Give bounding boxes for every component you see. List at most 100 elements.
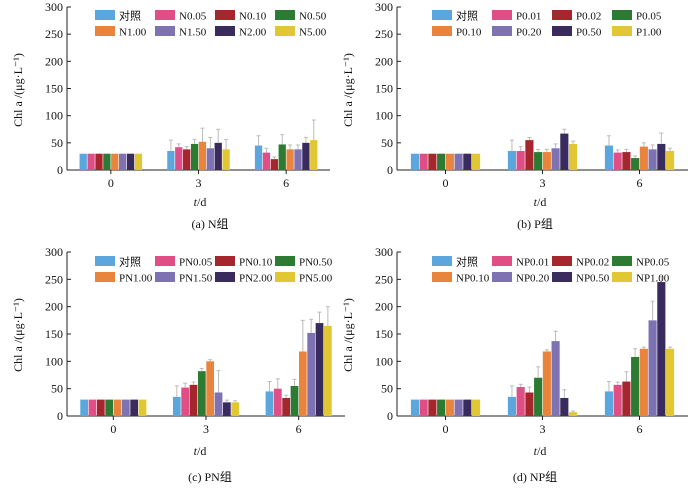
y-tick-label-a-3: 150: [45, 82, 63, 96]
panel-a: 0 50 100 150 200 250 300 0 3 6 对照 N0.05 N0.10 N0.50 N1…: [11, 0, 330, 231]
legend-swatch-c-0: [95, 256, 115, 266]
x-tick-label-b-2: 6: [637, 176, 643, 190]
bar-d-s1-c1: [516, 387, 525, 416]
bar-d-s2-c0: [428, 399, 437, 416]
x-tick-label-a-0: 0: [108, 176, 114, 190]
bar-b-s4-c1: [542, 152, 551, 170]
bar-b-s7-c2: [665, 150, 675, 170]
legend-label-d-5: NP0.20: [516, 273, 550, 285]
bar-c-s5-c1: [214, 392, 223, 416]
legend-label-a-4: N1.00: [119, 27, 147, 39]
x-tick-label-b-1: 3: [540, 176, 546, 190]
bar-c-s2-c2: [282, 397, 291, 416]
legend-label-b-6: P0.50: [576, 27, 602, 39]
legend-label-a-5: N1.50: [179, 27, 207, 39]
legend-swatch-a-0: [95, 10, 115, 20]
panel-caption-a: (a) N组: [192, 217, 229, 231]
legend-swatch-c-1: [155, 256, 175, 266]
legend-swatch-b-4: [432, 26, 452, 36]
legend-swatch-b-1: [492, 10, 512, 20]
y-tick-label-c-3: 150: [45, 327, 63, 341]
y-tick-label-b-3: 150: [375, 82, 393, 96]
x-axis-title-unit-c: /d: [197, 444, 206, 458]
legend-swatch-d-1: [492, 256, 512, 266]
x-tick-label-d-0: 0: [443, 422, 449, 436]
bar-a-s6-c0: [126, 153, 135, 170]
bar-b-s2-c1: [525, 140, 534, 170]
y-tick-label-a-1: 50: [51, 136, 63, 150]
legend-label-c-3: PN0.50: [299, 257, 333, 269]
legend-swatch-d-2: [552, 256, 572, 266]
bar-c-s2-c0: [96, 399, 105, 416]
legend-label-c-0: 对照: [119, 255, 141, 269]
bar-a-s7-c0: [134, 153, 143, 170]
x-axis-title-var-c: t: [194, 444, 198, 458]
legend-label-a-2: N0.10: [239, 11, 267, 23]
bar-c-s0-c0: [80, 399, 89, 416]
legend-label-b-4: P0.10: [456, 27, 482, 39]
x-tick-label-c-1: 3: [203, 422, 209, 436]
bar-b-s0-c1: [507, 150, 517, 170]
legend-label-c-6: PN2.00: [239, 273, 273, 285]
bar-a-s5-c1: [206, 148, 214, 170]
y-tick-label-d-6: 300: [375, 245, 393, 259]
y-tick-label-c-1: 50: [51, 382, 63, 396]
bar-a-s7-c2: [310, 140, 318, 170]
x-axis-title-unit-a: /d: [197, 195, 206, 209]
bar-c-s1-c1: [181, 387, 190, 416]
legend-label-a-1: N0.05: [179, 11, 207, 23]
bar-a-s3-c1: [190, 143, 199, 170]
y-tick-label-a-6: 300: [45, 0, 63, 14]
bar-b-s0-c0: [410, 153, 420, 170]
x-tick-label-c-2: 6: [296, 422, 302, 436]
legend-swatch-a-5: [155, 26, 175, 36]
bar-d-s5-c2: [648, 320, 657, 416]
legend-label-d-3: NP0.05: [636, 257, 670, 269]
y-tick-label-b-5: 250: [375, 27, 393, 41]
bar-b-s5-c0: [454, 153, 463, 170]
bar-a-s3-c0: [103, 153, 111, 170]
y-tick-label-c-2: 100: [45, 354, 63, 368]
y-tick-label-a-5: 250: [45, 27, 63, 41]
bar-c-s5-c2: [307, 332, 316, 416]
bar-c-s0-c2: [265, 391, 274, 416]
x-axis-title-b: t/d: [534, 195, 547, 209]
bar-a-s2-c2: [270, 159, 278, 170]
legend-swatch-c-5: [155, 272, 175, 282]
bar-a-s4-c1: [198, 141, 207, 170]
bar-a-s5-c0: [119, 153, 127, 170]
legend-swatch-c-6: [215, 272, 235, 282]
legend-swatch-b-0: [432, 10, 452, 20]
legend-label-a-7: N5.00: [299, 27, 327, 39]
bar-b-s6-c1: [560, 133, 569, 170]
y-tick-label-c-6: 300: [45, 245, 63, 259]
legend-swatch-a-1: [155, 10, 175, 20]
legend-label-b-2: P0.02: [576, 11, 601, 23]
legend-swatch-d-6: [552, 272, 572, 282]
bar-d-s0-c2: [604, 391, 614, 416]
legend-label-a-6: N2.00: [239, 27, 267, 39]
legend-label-d-2: NP0.02: [576, 257, 609, 269]
legend-label-a-0: 对照: [119, 9, 141, 23]
bar-c-s3-c2: [290, 385, 299, 416]
bar-c-s6-c2: [315, 323, 324, 416]
bar-b-s7-c0: [471, 153, 481, 170]
bar-c-s6-c0: [130, 399, 139, 416]
legend-swatch-d-0: [432, 256, 452, 266]
x-tick-label-d-2: 6: [637, 422, 643, 436]
y-tick-label-b-6: 300: [375, 0, 393, 14]
bar-a-s6-c2: [302, 142, 310, 170]
legend-label-b-3: P0.05: [636, 11, 662, 23]
bar-b-s2-c2: [622, 152, 631, 170]
legend-swatch-b-7: [612, 26, 632, 36]
bar-c-s1-c2: [273, 388, 282, 416]
bar-d-s2-c1: [525, 392, 534, 416]
legend-label-c-2: PN0.10: [239, 257, 273, 269]
legend-label-c-5: PN1.50: [179, 273, 213, 285]
panel-b: 0 50 100 150 200 250 300 0 3 6 对照 P0.01 P0.02 P0.05 P0…: [341, 0, 688, 231]
bar-d-s3-c0: [437, 399, 446, 416]
x-axis-title-var-a: t: [194, 195, 198, 209]
legend-swatch-b-3: [612, 10, 632, 20]
